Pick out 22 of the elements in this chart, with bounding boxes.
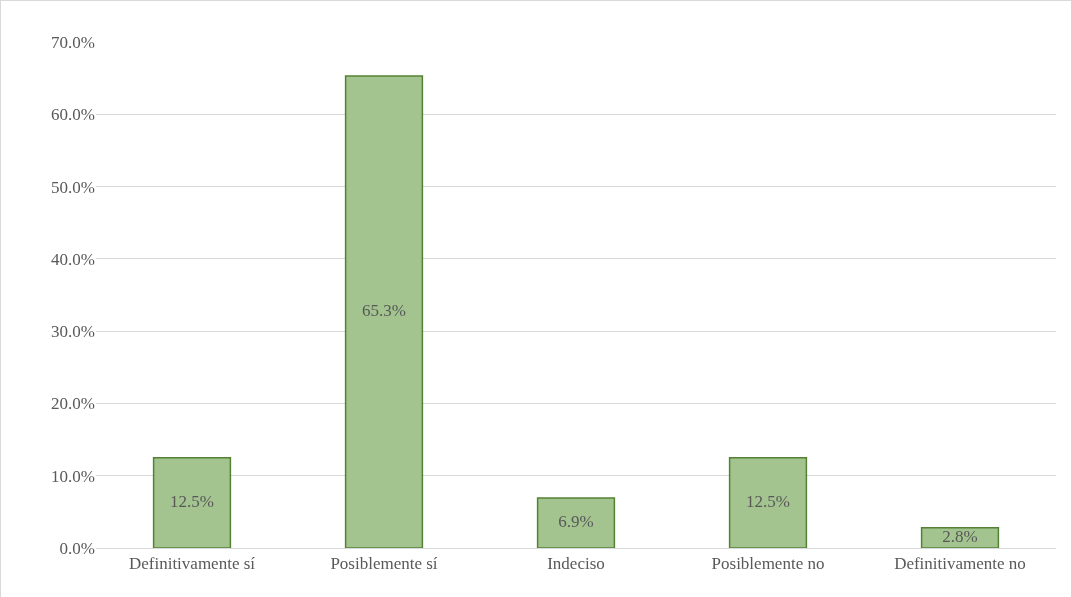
data-label: 12.5% <box>170 492 214 512</box>
y-tick-label: 10.0% <box>51 466 95 486</box>
y-tick-label: 20.0% <box>51 394 95 414</box>
y-tick-label: 70.0% <box>51 32 95 52</box>
y-tick-label: 40.0% <box>51 249 95 269</box>
bar <box>344 75 424 548</box>
data-label: 6.9% <box>558 512 594 532</box>
data-label: 2.8% <box>942 527 978 547</box>
y-tick-label: 0.0% <box>59 538 95 558</box>
x-tick-label: Indeciso <box>547 554 605 574</box>
bar <box>536 497 616 548</box>
x-tick-label: Posiblemente no <box>711 554 825 574</box>
data-label: 12.5% <box>746 492 790 512</box>
x-tick-label: Posiblemente sí <box>330 554 438 574</box>
bar <box>728 456 808 548</box>
x-tick-label: Definitivamente no <box>894 554 1026 574</box>
data-label: 65.3% <box>362 301 406 321</box>
y-tick-label: 50.0% <box>51 177 95 197</box>
y-tick-label: 60.0% <box>51 105 95 125</box>
bar <box>152 456 232 548</box>
y-tick-label: 30.0% <box>51 322 95 342</box>
x-tick-label: Definitivamente sí <box>128 554 256 574</box>
